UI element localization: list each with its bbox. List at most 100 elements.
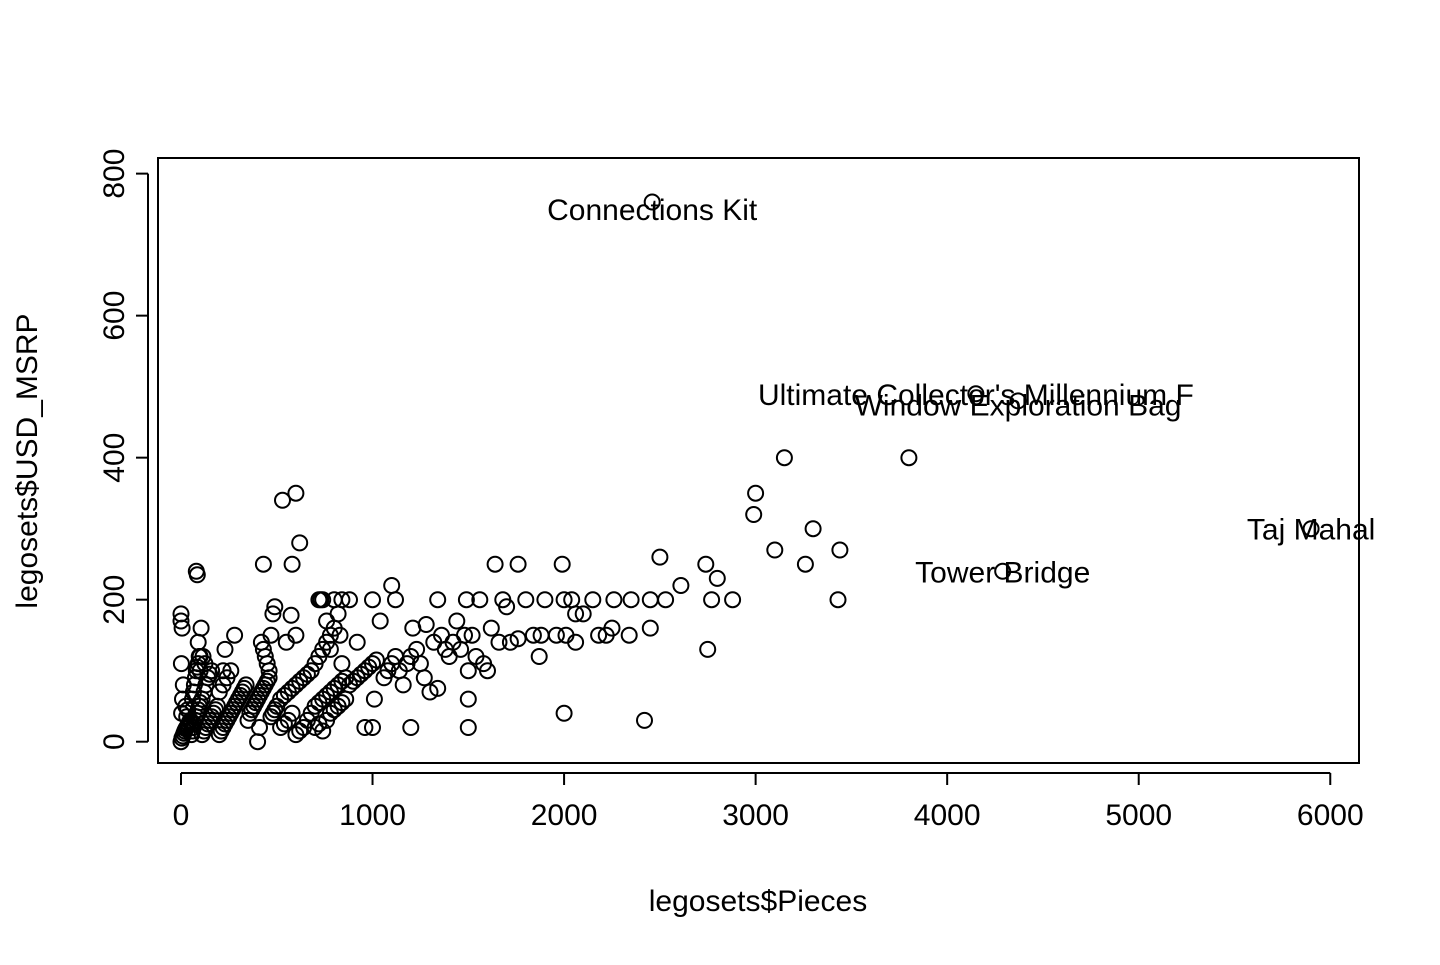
data-point — [331, 626, 349, 644]
data-point — [415, 669, 433, 687]
data-point — [603, 619, 621, 637]
data-point — [291, 534, 309, 552]
data-points — [172, 193, 1320, 751]
data-point — [254, 555, 272, 573]
data-point — [775, 449, 793, 467]
point-label: Taj Mahal — [1247, 514, 1375, 547]
data-point — [547, 626, 565, 644]
data-point — [831, 541, 849, 559]
x-tick-label: 3000 — [722, 799, 789, 832]
data-point — [724, 591, 742, 609]
data-point — [214, 662, 232, 680]
point-label: Tower Bridge — [915, 556, 1090, 589]
data-point — [314, 591, 332, 609]
data-point — [708, 569, 726, 587]
data-point — [584, 591, 602, 609]
data-point — [172, 605, 190, 623]
data-point — [641, 619, 659, 637]
data-point — [517, 591, 535, 609]
data-point — [237, 676, 255, 694]
data-point — [314, 722, 332, 740]
data-point — [341, 591, 358, 609]
data-point — [457, 591, 475, 609]
data-point — [283, 555, 301, 573]
y-axis: 0 200 400 600 800 — [98, 149, 149, 750]
data-point — [367, 651, 385, 669]
data-point — [471, 591, 489, 609]
data-point — [402, 719, 420, 736]
data-point — [383, 577, 401, 594]
data-point — [643, 193, 661, 211]
y-tick-label: 200 — [98, 575, 131, 625]
data-point — [274, 491, 291, 509]
data-point — [394, 676, 412, 694]
data-point — [222, 662, 240, 680]
data-point — [429, 591, 447, 609]
data-point — [189, 633, 207, 651]
data-point — [448, 612, 466, 630]
data-point — [796, 555, 814, 573]
data-point — [967, 385, 985, 403]
data-point — [605, 591, 623, 609]
point-label: Window Exploration Bag — [855, 389, 1182, 422]
data-point — [1302, 520, 1320, 538]
data-point — [498, 598, 516, 616]
data-point — [287, 484, 305, 502]
data-point — [524, 626, 542, 644]
data-point — [536, 591, 554, 609]
x-tick-label: 2000 — [531, 799, 598, 832]
data-point — [697, 555, 715, 573]
point-labels: Connections Kit Ultimate Collector's Mill… — [547, 194, 1375, 589]
data-point — [291, 722, 309, 740]
x-tick-label: 4000 — [914, 799, 981, 832]
data-point — [1009, 392, 1027, 410]
data-point — [509, 630, 527, 648]
data-point — [262, 626, 280, 644]
x-axis-title: legosets$Pieces — [649, 885, 867, 918]
data-point — [364, 719, 381, 736]
y-axis-title: legosets$USD_MSRP — [11, 313, 44, 608]
x-tick-label: 5000 — [1105, 799, 1172, 832]
data-point — [766, 541, 784, 559]
data-point — [567, 605, 585, 623]
data-point — [365, 690, 383, 708]
data-point — [486, 555, 504, 573]
data-point — [620, 626, 638, 644]
data-point — [172, 655, 190, 673]
y-tick-label: 800 — [98, 149, 131, 199]
data-point — [994, 562, 1012, 580]
data-point — [364, 655, 381, 673]
y-tick-label: 0 — [98, 733, 131, 750]
data-point — [482, 619, 500, 637]
data-point — [651, 548, 669, 566]
data-point — [567, 633, 585, 651]
data-point — [264, 605, 282, 623]
data-point — [463, 626, 481, 644]
data-point — [258, 655, 276, 673]
data-point — [321, 640, 339, 658]
data-point — [318, 612, 336, 630]
data-point — [421, 683, 439, 701]
data-point — [188, 566, 206, 584]
data-point — [226, 626, 244, 644]
data-point — [553, 555, 571, 573]
data-point — [555, 591, 573, 609]
data-point — [459, 690, 477, 708]
data-point — [429, 679, 447, 697]
data-point — [590, 626, 608, 644]
data-point — [260, 662, 278, 680]
data-point — [282, 606, 300, 624]
data-point — [191, 648, 209, 665]
data-point — [387, 591, 404, 609]
y-tick-label: 400 — [98, 433, 131, 483]
data-point — [333, 694, 351, 712]
data-point — [555, 704, 573, 722]
data-point — [371, 612, 389, 630]
data-point — [804, 520, 822, 538]
data-point — [747, 484, 765, 502]
x-axis: 0 1000 2000 3000 4000 5000 6000 — [173, 772, 1364, 832]
data-point — [333, 655, 351, 673]
data-point — [509, 555, 527, 573]
data-point — [251, 719, 268, 736]
